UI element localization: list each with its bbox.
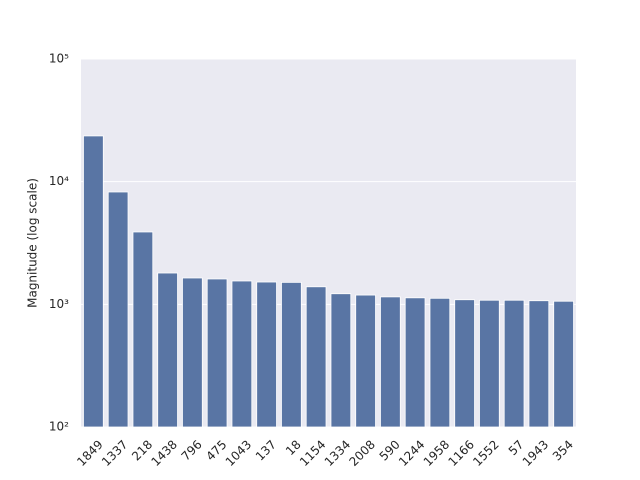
bar [503,299,525,428]
x-tick-label: 1552 [470,437,501,468]
bar [355,294,376,428]
bar [231,280,253,428]
bar [380,296,401,428]
y-tick-label: 10³ [49,297,69,311]
bar [206,278,228,428]
bar [454,299,475,428]
x-tick-label: 1166 [445,437,476,468]
bar [157,272,178,428]
bar [479,299,500,428]
bar [107,191,129,428]
x-tick-label: 1334 [322,437,353,468]
x-tick-label: 1958 [421,437,452,468]
bar [281,281,302,428]
plot-area [81,59,576,427]
bar [429,297,451,428]
x-tick-label: 137 [253,437,279,463]
x-tick-label: 796 [179,437,205,463]
x-tick-label: 354 [550,437,576,463]
x-tick-label: 1943 [520,437,551,468]
x-tick-label: 1043 [223,437,254,468]
bar [305,286,327,428]
bar [132,231,154,428]
y-tick-label: 10² [49,420,69,434]
x-tick-label: 1438 [148,437,179,468]
x-tick-label: 1849 [74,437,105,468]
y-tick-label: 10⁵ [49,52,69,66]
x-tick-label: 1337 [99,437,130,468]
bar [528,300,550,428]
bar [404,297,426,428]
bar [256,281,277,428]
bar [83,135,104,428]
x-tick-label: 2008 [346,437,377,468]
x-tick-label: 1244 [396,437,427,468]
x-tick-label: 1154 [297,437,328,468]
y-tick-label: 10⁴ [49,174,69,188]
y-axis-label: Magnitude (log scale) [26,178,40,308]
bar [182,277,203,428]
bar [553,300,574,428]
bar [330,293,352,428]
